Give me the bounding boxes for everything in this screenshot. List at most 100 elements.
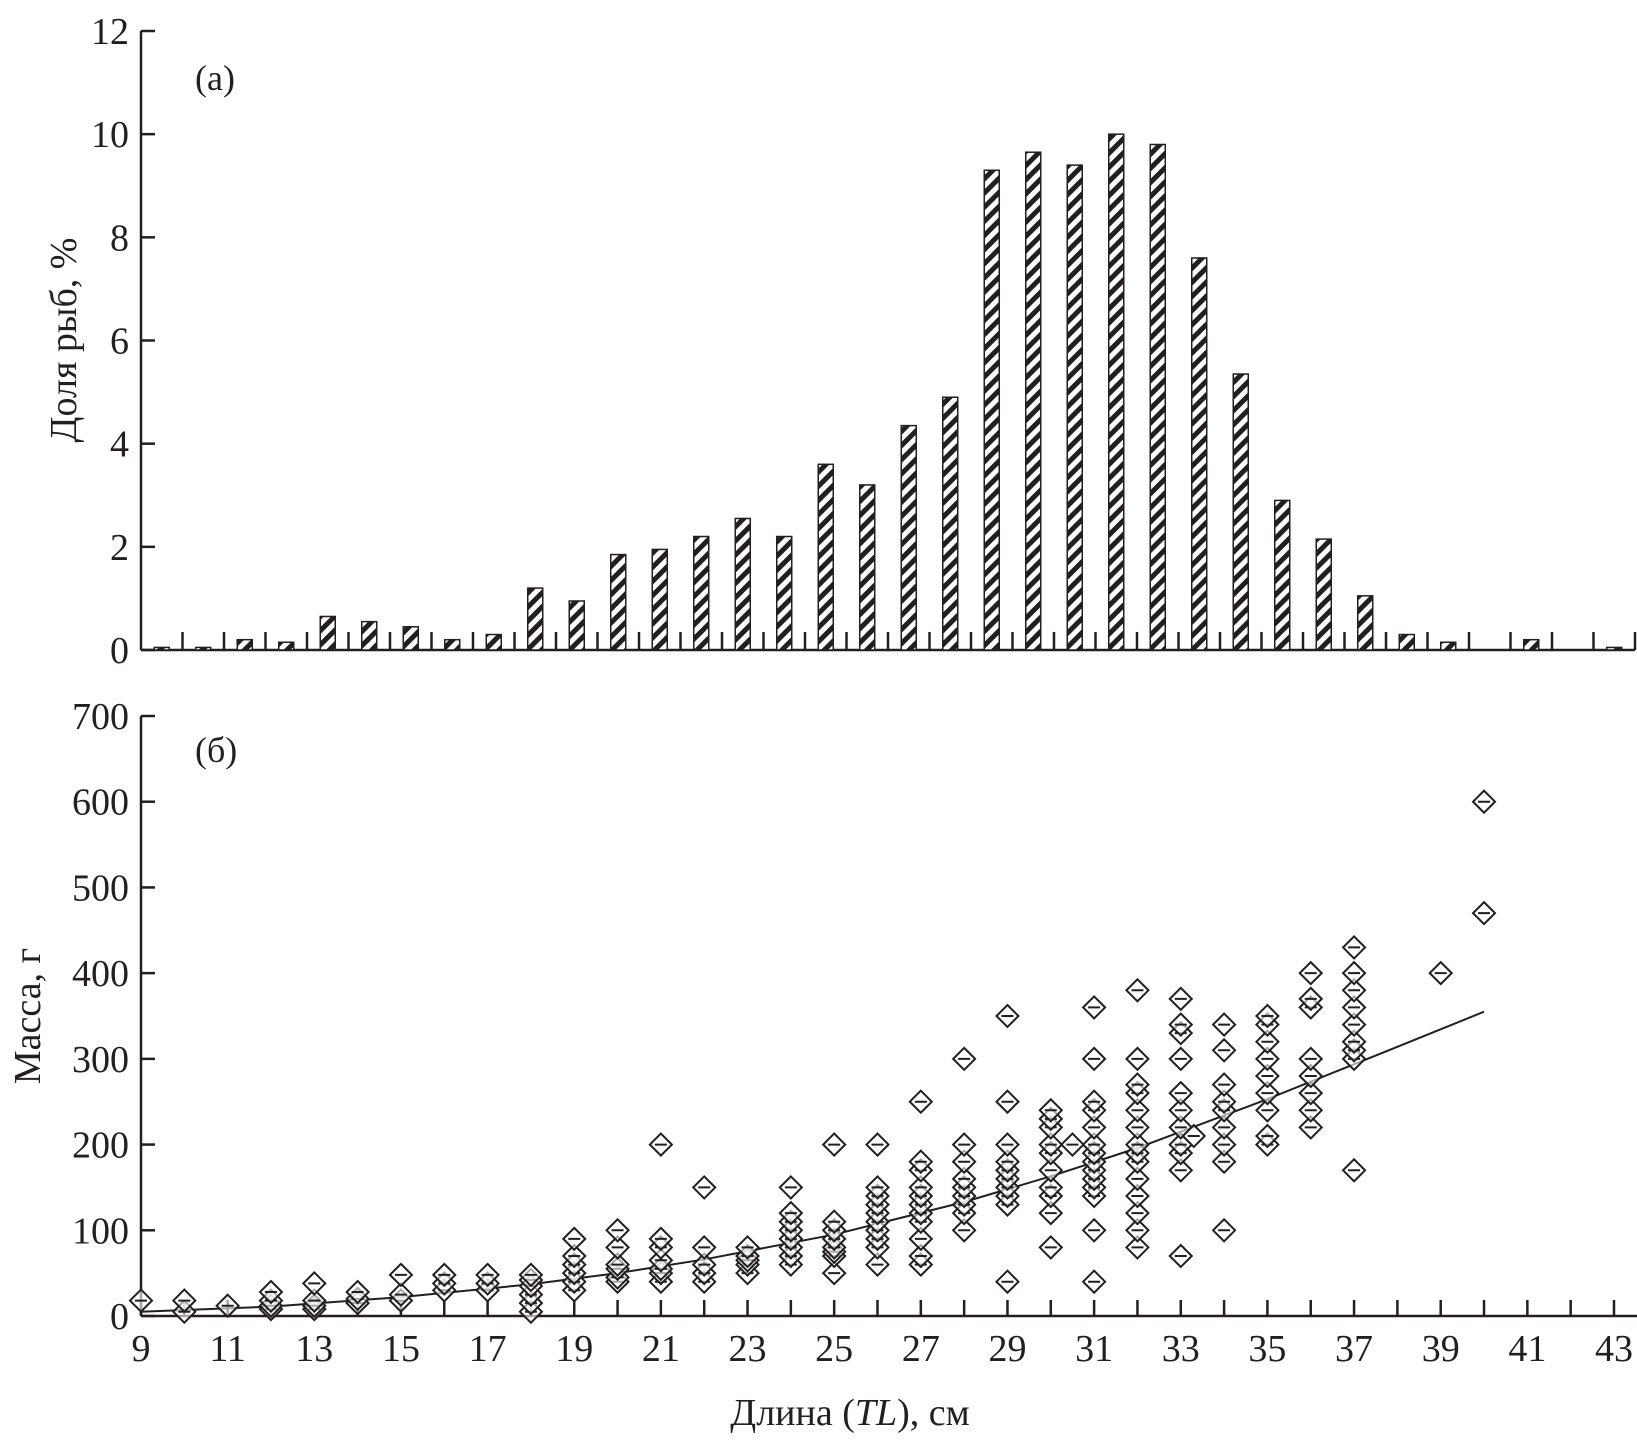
x-tick-label-bottom: 11 [209, 1328, 246, 1370]
bar [817, 463, 834, 651]
x-tick-label-bottom: 43 [1595, 1328, 1633, 1370]
y-tick-label-bottom: 300 [72, 1039, 129, 1081]
fit-line [140, 1010, 1485, 1313]
panel-label-a: (а) [195, 58, 235, 98]
data-point [1254, 1063, 1280, 1089]
data-point [1254, 1080, 1280, 1106]
y-tick-label-bottom: 600 [72, 782, 129, 824]
bar [942, 396, 959, 651]
data-point [388, 1262, 414, 1288]
bar [900, 424, 917, 651]
data-point [388, 1282, 414, 1307]
data-point [1168, 1157, 1194, 1183]
data-point [1060, 1132, 1085, 1157]
bar [1398, 633, 1415, 651]
data-point [1168, 1097, 1194, 1123]
data-point [908, 1089, 934, 1115]
data-point [1341, 1157, 1367, 1183]
bar [1025, 151, 1042, 651]
data-point [1168, 1080, 1194, 1106]
y-tick-label-bottom: 0 [110, 1296, 129, 1338]
data-point [1038, 1097, 1064, 1123]
data-point [1038, 1175, 1064, 1200]
data-point [778, 1200, 804, 1226]
bar [1274, 499, 1291, 651]
x-axis-title-part: TL [855, 1392, 897, 1434]
data-point [1211, 1089, 1237, 1115]
data-point [1298, 960, 1324, 986]
data-point [301, 1288, 327, 1313]
data-point [1125, 1217, 1150, 1243]
data-point [1341, 995, 1367, 1020]
scatter-panel: (б) Масса, г Длина (TL), см 0 100 200 300 40… [7, 696, 1637, 1434]
data-point [1081, 995, 1107, 1020]
bar [983, 169, 1000, 651]
data-point [1254, 1029, 1280, 1055]
data-point [1081, 1217, 1107, 1243]
data-point [1125, 1235, 1150, 1260]
y-tick-label-bottom: 500 [72, 867, 129, 909]
data-point [1254, 1046, 1280, 1072]
x-tick-label-bottom: 25 [815, 1328, 853, 1370]
data-point [1125, 1132, 1150, 1157]
data-point [648, 1247, 674, 1273]
data-point [1081, 1089, 1107, 1115]
data-point [1038, 1200, 1064, 1226]
data-point [1125, 1072, 1150, 1097]
data-point [1081, 1269, 1107, 1295]
y-tick-label-top: 8 [110, 217, 129, 259]
data-point [1341, 1029, 1367, 1055]
data-point [1211, 1115, 1237, 1140]
data-point [1081, 1132, 1107, 1157]
bar [444, 638, 461, 651]
bar [1440, 641, 1457, 651]
data-point [821, 1132, 847, 1157]
data-point [1471, 900, 1497, 926]
bar [1606, 646, 1623, 651]
bar [1066, 164, 1083, 651]
y-tick-label-top: 2 [110, 527, 129, 569]
data-point [475, 1262, 501, 1288]
bar [1315, 538, 1332, 651]
bar [693, 535, 710, 651]
data-point [995, 1149, 1020, 1175]
x-axis-title: Длина (TL), см [730, 1392, 969, 1434]
data-point [1298, 1115, 1324, 1140]
bar [236, 638, 253, 651]
y-axis-title-top: Доля рыб, % [43, 238, 85, 443]
data-point [1125, 1166, 1150, 1192]
data-point [1168, 1243, 1194, 1269]
x-tick-label-bottom: 39 [1422, 1328, 1460, 1370]
data-point [1125, 977, 1150, 1003]
y-tick-label-top: 10 [91, 114, 129, 156]
data-point [951, 1149, 977, 1175]
data-point [908, 1226, 934, 1252]
y-tick-label-top: 0 [110, 630, 129, 672]
data-point [1341, 1012, 1367, 1037]
data-point [1211, 1012, 1237, 1037]
x-tick-label-bottom: 19 [555, 1328, 593, 1370]
bar [859, 484, 876, 651]
x-tick-label-bottom: 33 [1162, 1328, 1200, 1370]
data-point [735, 1235, 760, 1260]
data-point [1211, 1072, 1237, 1097]
x-tick-label-bottom: 21 [642, 1328, 680, 1370]
data-point [1341, 977, 1367, 1003]
bar [568, 600, 585, 651]
data-point [648, 1226, 674, 1252]
data-point [951, 1217, 977, 1243]
y-tick-label-top: 4 [110, 424, 129, 466]
data-point [1211, 1037, 1237, 1063]
x-tick-label-bottom: 9 [132, 1328, 151, 1370]
data-point [865, 1132, 890, 1157]
panel-label-b: (б) [195, 730, 237, 770]
data-point [1341, 960, 1367, 986]
data-point [431, 1262, 457, 1288]
y-axis-title-bottom: Масса, г [7, 948, 49, 1084]
data-point [865, 1175, 890, 1200]
data-point [1211, 1149, 1237, 1175]
data-point [1254, 1097, 1280, 1123]
data-point [865, 1252, 890, 1277]
histogram-panel: (а) Доля рыб, % 0 2 4 6 8 10 12 [43, 11, 1637, 672]
